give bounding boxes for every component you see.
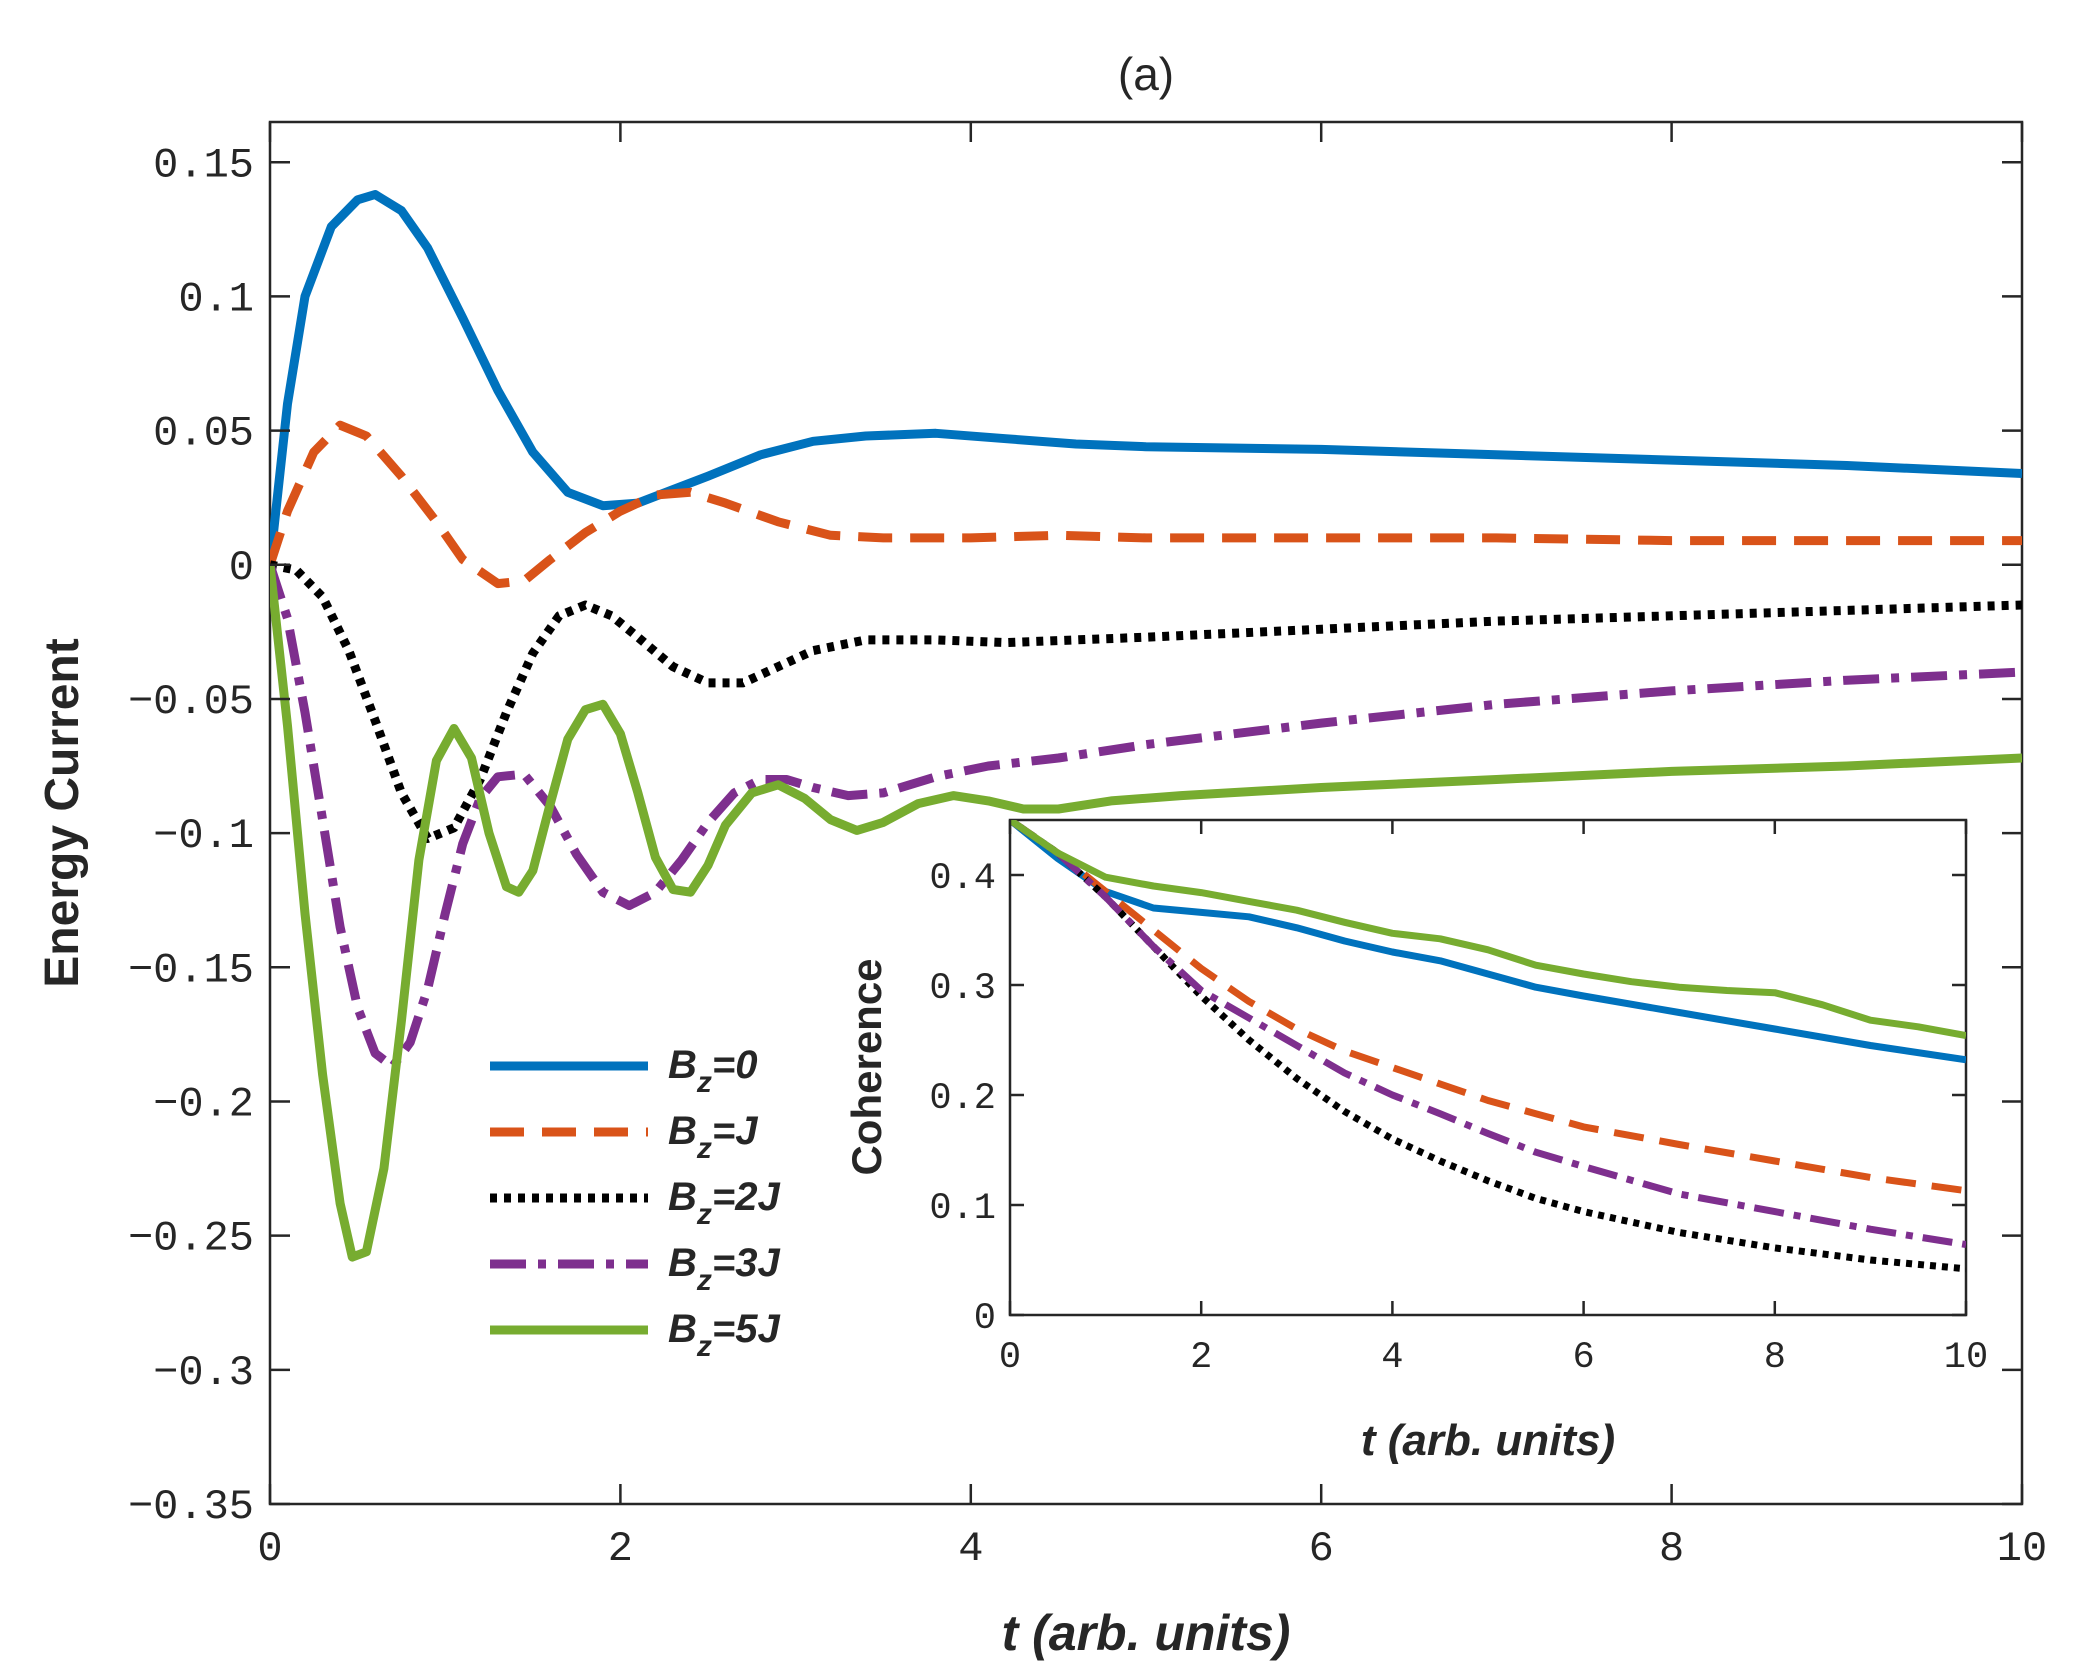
- legend: Bz=0 Bz=J Bz=2J Bz=3J Bz=5J: [490, 1043, 780, 1363]
- inset-y-tick-label: 0.2: [929, 1078, 996, 1120]
- main-y-tick-label: −0.3: [153, 1349, 254, 1397]
- main-y-tick-label: −0.1: [153, 812, 254, 860]
- inset-series-line-4: [1010, 820, 1966, 1040]
- inset-series-line-2: [1010, 820, 1966, 1273]
- main-y-tick-label: −0.35: [128, 1483, 254, 1531]
- main-y-axis-title: Energy Current: [36, 638, 89, 987]
- inset-y-axis-title: Coherence: [843, 958, 890, 1175]
- inset-y-tick-label: 0.4: [929, 858, 996, 900]
- main-y-tick-label: 0.15: [153, 141, 254, 189]
- main-y-tick-label: 0.1: [178, 275, 254, 323]
- inset-x-tick-label: 4: [1381, 1337, 1403, 1379]
- panel-title: (a): [1118, 48, 1174, 100]
- main-series-line-4: [270, 564, 2022, 1262]
- main-x-axis-title: t (arb. units): [1002, 1605, 1291, 1661]
- legend-label-1: Bz=J: [668, 1109, 758, 1165]
- inset-y-tick-label: 0.3: [929, 968, 996, 1010]
- main-x-tick-label: 0: [257, 1525, 282, 1573]
- inset-series-line-0: [1010, 820, 1966, 1064]
- inset-y-tick-label: 0: [974, 1298, 996, 1340]
- inset-series-line-1: [1010, 820, 1966, 1195]
- inset-x-axis-title: t (arb. units): [1361, 1416, 1615, 1465]
- inset-plot: 0 2 4 6 8 10 0 0.1 0.2 0.3 0.4 t (arb. units) Cohe…: [843, 818, 1988, 1465]
- main-x-tick-label: 6: [1309, 1525, 1334, 1573]
- legend-label-4: Bz=5J: [668, 1307, 780, 1363]
- main-y-tick-label: −0.05: [128, 678, 254, 726]
- main-y-tick-label: −0.15: [128, 946, 254, 994]
- inset-x-tick-label: 10: [1944, 1337, 1988, 1379]
- inset-plot-frame: [1008, 818, 1968, 1317]
- main-y-tick-label: −0.25: [128, 1215, 254, 1263]
- main-x-tick-label: 8: [1659, 1525, 1684, 1573]
- inset-x-tick-label: 0: [999, 1337, 1021, 1379]
- legend-label-2: Bz=2J: [668, 1175, 780, 1231]
- legend-label-0: Bz=0: [668, 1043, 758, 1099]
- inset-y-tick-label: 0.1: [929, 1188, 996, 1230]
- main-y-tick-label: 0: [229, 544, 254, 592]
- inset-series-group: [1010, 820, 1966, 1273]
- inset-x-tick-label: 8: [1764, 1337, 1786, 1379]
- inset-x-tick-label: 2: [1190, 1337, 1212, 1379]
- main-series-group: [270, 190, 2022, 1262]
- inset-x-tick-label: 6: [1572, 1337, 1594, 1379]
- legend-label-3: Bz=3J: [668, 1241, 780, 1297]
- main-x-tick-label: 4: [958, 1525, 983, 1573]
- main-tick-group: 0 2 4 6 8 10 0.15 0.1 0.05 0 −0.05 −0.1 −0.15 −0.2 −0.…: [128, 122, 2047, 1573]
- main-series-line-0: [270, 190, 2022, 566]
- main-y-tick-label: 0.05: [153, 410, 254, 458]
- main-y-tick-label: −0.2: [153, 1080, 254, 1128]
- main-series-line-3: [270, 563, 2022, 1072]
- inset-tick-group: 0 2 4 6 8 10 0 0.1 0.2 0.3 0.4: [929, 820, 1988, 1379]
- main-x-tick-label: 10: [1997, 1525, 2047, 1573]
- main-x-tick-label: 2: [608, 1525, 633, 1573]
- inset-series-line-3: [1010, 820, 1966, 1249]
